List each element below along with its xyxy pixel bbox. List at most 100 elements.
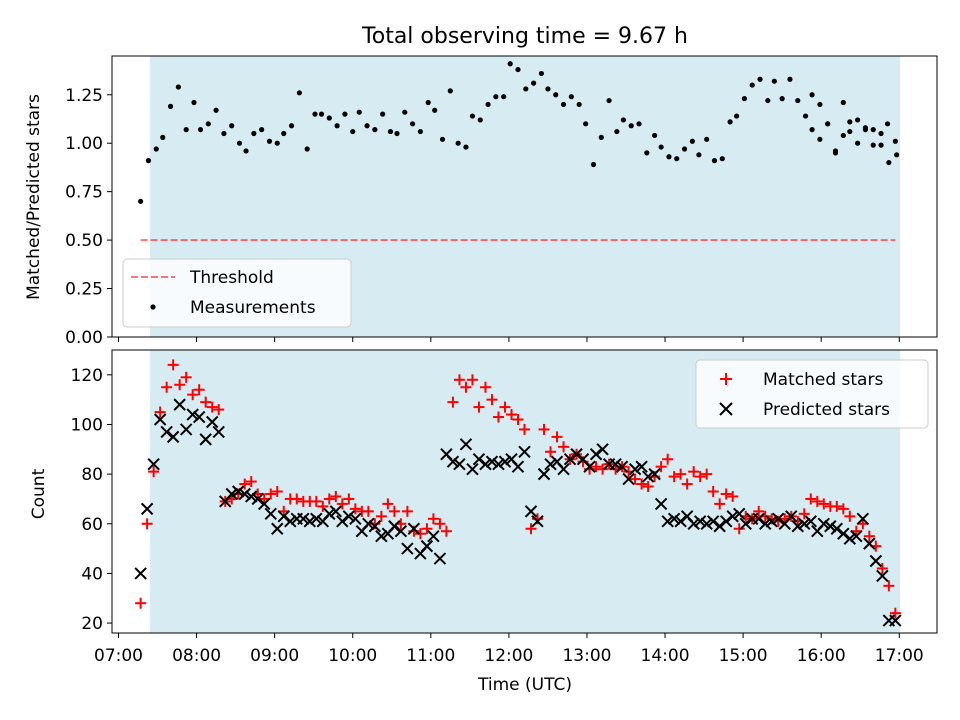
matched-star-point bbox=[343, 493, 355, 505]
matched-star-point bbox=[388, 505, 400, 517]
measurement-point bbox=[870, 142, 876, 148]
measurement-point bbox=[576, 101, 582, 108]
matched-star-point bbox=[440, 525, 452, 537]
matched-star-point bbox=[876, 562, 888, 574]
predicted-star-point bbox=[212, 425, 225, 439]
measurement-point bbox=[560, 101, 567, 108]
matched-star-point bbox=[362, 505, 374, 517]
predicted-star-point bbox=[511, 460, 525, 473]
predicted-star-point bbox=[706, 515, 720, 528]
predicted-star-point bbox=[804, 515, 817, 528]
matched-star-point bbox=[434, 518, 446, 530]
matched-star-point bbox=[479, 381, 491, 393]
matched-star-point bbox=[460, 381, 472, 393]
predicted-star-point bbox=[375, 529, 388, 543]
predicted-star-point bbox=[667, 512, 681, 526]
predicted-star-point bbox=[225, 487, 238, 501]
measurement-point bbox=[153, 146, 159, 152]
measurement-point bbox=[288, 123, 295, 129]
measurement-point bbox=[568, 94, 574, 100]
measurement-point bbox=[515, 66, 521, 73]
predicted-star-point bbox=[615, 460, 629, 473]
matched-star-point bbox=[753, 505, 765, 517]
predicted-star-point bbox=[583, 460, 596, 473]
measurement-point bbox=[598, 134, 604, 140]
predicted-star-point bbox=[687, 517, 700, 530]
legend-measurements-swatch bbox=[150, 304, 156, 310]
measurement-point bbox=[795, 97, 801, 104]
predicted-star-point bbox=[433, 552, 447, 565]
matched-star-point bbox=[642, 481, 654, 493]
predicted-star-point bbox=[186, 408, 199, 421]
predicted-star-point bbox=[368, 520, 382, 533]
predicted-star-point bbox=[199, 433, 212, 446]
ratio-panel-frame bbox=[111, 55, 938, 338]
predicted-star-point bbox=[153, 413, 167, 426]
predicted-star-point bbox=[472, 453, 486, 466]
matched-star-point bbox=[414, 528, 426, 540]
matched-star-point bbox=[512, 414, 524, 426]
predicted-star-point bbox=[492, 457, 505, 471]
measurement-point bbox=[704, 136, 710, 142]
predicted-star-point bbox=[765, 515, 778, 528]
measurement-point bbox=[840, 99, 846, 106]
predicted-star-point bbox=[271, 522, 284, 535]
measurement-point bbox=[304, 146, 310, 152]
matched-star-point bbox=[701, 468, 713, 480]
count-marks bbox=[134, 359, 902, 627]
measurement-point bbox=[485, 101, 491, 108]
matched-star-point bbox=[538, 423, 550, 435]
measurement-point bbox=[771, 78, 777, 84]
predicted-star-point bbox=[850, 529, 863, 543]
matched-star-point bbox=[265, 488, 277, 500]
measurement-point bbox=[469, 113, 476, 119]
measurement-point bbox=[183, 127, 189, 133]
matched-star-point bbox=[863, 530, 875, 542]
measurement-point bbox=[658, 144, 664, 150]
measurement-point bbox=[787, 76, 793, 82]
measurement-point bbox=[266, 138, 273, 144]
ratio-panel: 0.00 0.25 0.50 0.75 1.00 1.25 Matched/Predict… bbox=[24, 55, 938, 348]
measurement-point bbox=[318, 111, 325, 117]
measurement-point bbox=[145, 158, 152, 164]
predicted-star-point bbox=[401, 542, 414, 555]
predicted-star-point bbox=[160, 425, 173, 439]
predicted-star-point bbox=[238, 487, 251, 501]
matched-star-point bbox=[811, 495, 823, 507]
x-tick-label: 17:00 bbox=[875, 646, 924, 666]
measurement-point bbox=[583, 121, 589, 127]
predicted-star-point bbox=[524, 505, 538, 518]
predicted-star-point bbox=[394, 525, 408, 538]
predicted-star-point bbox=[641, 470, 655, 483]
predicted-star-point bbox=[192, 410, 206, 424]
matched-star-point bbox=[310, 495, 322, 507]
measurement-point bbox=[749, 82, 755, 88]
predicted-star-point bbox=[479, 457, 492, 471]
predicted-star-point bbox=[427, 529, 440, 543]
predicted-star-point bbox=[843, 532, 857, 545]
matched-star-point bbox=[492, 411, 504, 423]
matched-star-point bbox=[271, 486, 283, 497]
measurement-point bbox=[809, 92, 815, 98]
count-y-axis-label: Count bbox=[29, 468, 49, 519]
matched-star-point bbox=[837, 503, 849, 515]
matched-star-point bbox=[636, 478, 648, 490]
measurement-point bbox=[553, 92, 559, 98]
matched-star-point bbox=[180, 371, 192, 383]
count-y-tick-label: 120 bbox=[71, 366, 103, 386]
predicted-star-point bbox=[654, 497, 668, 511]
count-y-ticks: 20 40 60 80 100 120 bbox=[71, 366, 112, 634]
predicted-star-point bbox=[323, 507, 336, 521]
ratio-y-ticks: 0.00 0.25 0.50 0.75 1.00 1.25 bbox=[65, 86, 112, 348]
measurement-point bbox=[402, 109, 408, 115]
predicted-star-point bbox=[863, 537, 876, 550]
matched-star-point bbox=[375, 510, 387, 522]
predicted-star-point bbox=[362, 517, 375, 530]
ratio-legend-box bbox=[122, 258, 352, 328]
measurement-point bbox=[281, 130, 287, 137]
predicted-star-point bbox=[329, 505, 343, 518]
matched-star-point bbox=[200, 396, 212, 408]
measurement-point bbox=[817, 136, 823, 142]
measurement-point bbox=[197, 127, 204, 133]
matched-star-point bbox=[668, 471, 680, 483]
